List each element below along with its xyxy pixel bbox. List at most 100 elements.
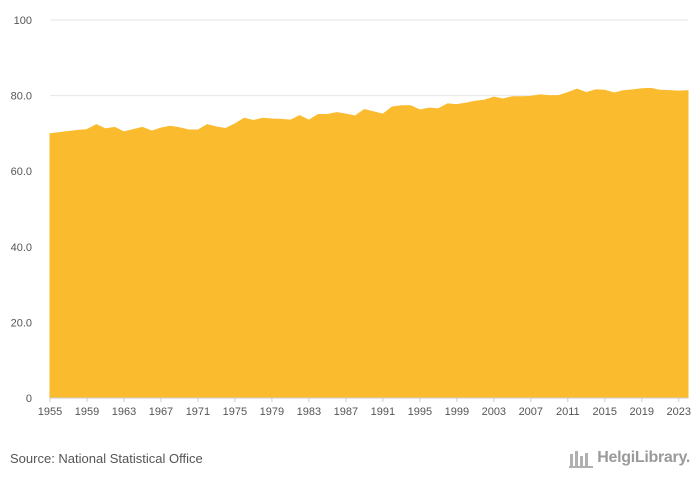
data-point[interactable] [159, 126, 163, 130]
x-tick-label: 1979 [260, 406, 284, 418]
data-point[interactable] [48, 132, 52, 136]
y-tick-label: 0 [26, 393, 32, 405]
data-point[interactable] [261, 116, 265, 120]
y-tick-label: 60.0 [11, 166, 32, 178]
data-point[interactable] [427, 106, 431, 110]
data-point[interactable] [279, 117, 283, 121]
data-point[interactable] [372, 110, 376, 114]
data-point[interactable] [140, 125, 144, 129]
data-point[interactable] [631, 88, 635, 92]
x-tick-label: 2007 [519, 406, 543, 418]
x-tick-label: 1967 [149, 406, 173, 418]
data-point[interactable] [344, 112, 348, 116]
data-point[interactable] [168, 124, 172, 128]
x-tick-label: 2011 [556, 406, 580, 418]
data-point[interactable] [103, 127, 107, 131]
area-chart: 0 20.0 40.0 60.0 80.0 100 1955 1959 1963 1967 197… [11, 15, 691, 418]
data-point[interactable] [224, 126, 228, 130]
data-point[interactable] [362, 108, 366, 112]
x-tick-label: 1975 [223, 406, 247, 418]
x-tick-label: 1955 [38, 406, 62, 418]
x-tick-label: 1995 [408, 406, 432, 418]
data-point[interactable] [196, 128, 200, 132]
x-axis-ticks: 1955 1959 1963 1967 1971 1975 1979 1983 1987 1991… [38, 398, 691, 418]
data-point[interactable] [335, 111, 339, 115]
data-point[interactable] [288, 118, 292, 122]
data-point[interactable] [510, 95, 514, 99]
x-tick-label: 2019 [630, 406, 654, 418]
data-point[interactable] [298, 114, 302, 118]
data-point[interactable] [205, 123, 209, 127]
data-point[interactable] [270, 117, 274, 121]
x-tick-label: 2023 [667, 406, 691, 418]
series-area [49, 87, 689, 399]
data-point[interactable] [399, 104, 403, 108]
x-tick-label: 1963 [112, 406, 136, 418]
data-point[interactable] [575, 87, 579, 91]
data-point[interactable] [150, 129, 154, 133]
data-point[interactable] [66, 130, 70, 134]
data-point[interactable] [649, 86, 653, 90]
data-point[interactable] [501, 97, 505, 101]
data-point[interactable] [57, 131, 61, 135]
x-tick-label: 1983 [297, 406, 321, 418]
data-point[interactable] [187, 128, 191, 132]
data-point[interactable] [658, 88, 662, 92]
data-point[interactable] [612, 91, 616, 95]
data-point[interactable] [547, 94, 551, 98]
data-point[interactable] [85, 128, 89, 132]
data-point[interactable] [251, 119, 255, 123]
data-point[interactable] [353, 114, 357, 118]
data-point[interactable] [233, 122, 237, 126]
data-point[interactable] [242, 116, 246, 120]
data-point[interactable] [520, 95, 524, 99]
data-point[interactable] [686, 89, 690, 93]
data-point[interactable] [603, 88, 607, 92]
data-point[interactable] [113, 125, 117, 129]
data-point[interactable] [566, 91, 570, 95]
y-tick-label: 80.0 [11, 91, 32, 103]
data-point[interactable] [677, 89, 681, 93]
data-point[interactable] [325, 113, 329, 117]
data-point[interactable] [668, 89, 672, 93]
data-point[interactable] [390, 105, 394, 109]
x-tick-label: 1959 [75, 406, 99, 418]
data-point[interactable] [122, 130, 126, 134]
data-point[interactable] [307, 118, 311, 122]
data-point[interactable] [621, 89, 625, 93]
data-point[interactable] [557, 94, 561, 98]
data-point[interactable] [76, 128, 80, 132]
y-tick-label: 40.0 [11, 242, 32, 254]
data-point[interactable] [483, 98, 487, 102]
brand-name: HelgiLibrary. [597, 449, 690, 466]
x-tick-label: 1987 [334, 406, 358, 418]
data-point[interactable] [464, 101, 468, 105]
x-tick-label: 1999 [445, 406, 469, 418]
data-point[interactable] [418, 108, 422, 112]
data-point[interactable] [594, 88, 598, 92]
data-point[interactable] [131, 128, 135, 132]
data-point[interactable] [529, 94, 533, 98]
data-point[interactable] [177, 126, 181, 130]
data-point[interactable] [436, 107, 440, 111]
footer: Source: National Statistical Office Helg… [0, 440, 700, 483]
data-point[interactable] [473, 99, 477, 103]
data-point[interactable] [446, 102, 450, 106]
x-tick-label: 2003 [482, 406, 506, 418]
x-tick-label: 1971 [186, 406, 210, 418]
x-tick-label: 2015 [593, 406, 617, 418]
data-point[interactable] [316, 113, 320, 117]
data-point[interactable] [455, 103, 459, 107]
y-tick-label: 100 [14, 15, 32, 27]
data-point[interactable] [492, 95, 496, 99]
data-point[interactable] [214, 125, 218, 129]
data-point[interactable] [409, 104, 413, 108]
data-point[interactable] [584, 91, 588, 95]
y-tick-label: 20.0 [11, 317, 32, 329]
data-point[interactable] [381, 112, 385, 116]
data-point[interactable] [640, 87, 644, 91]
data-point[interactable] [94, 123, 98, 127]
series-area-group [48, 86, 690, 399]
data-point[interactable] [538, 93, 542, 97]
x-tick-label: 1991 [371, 406, 395, 418]
